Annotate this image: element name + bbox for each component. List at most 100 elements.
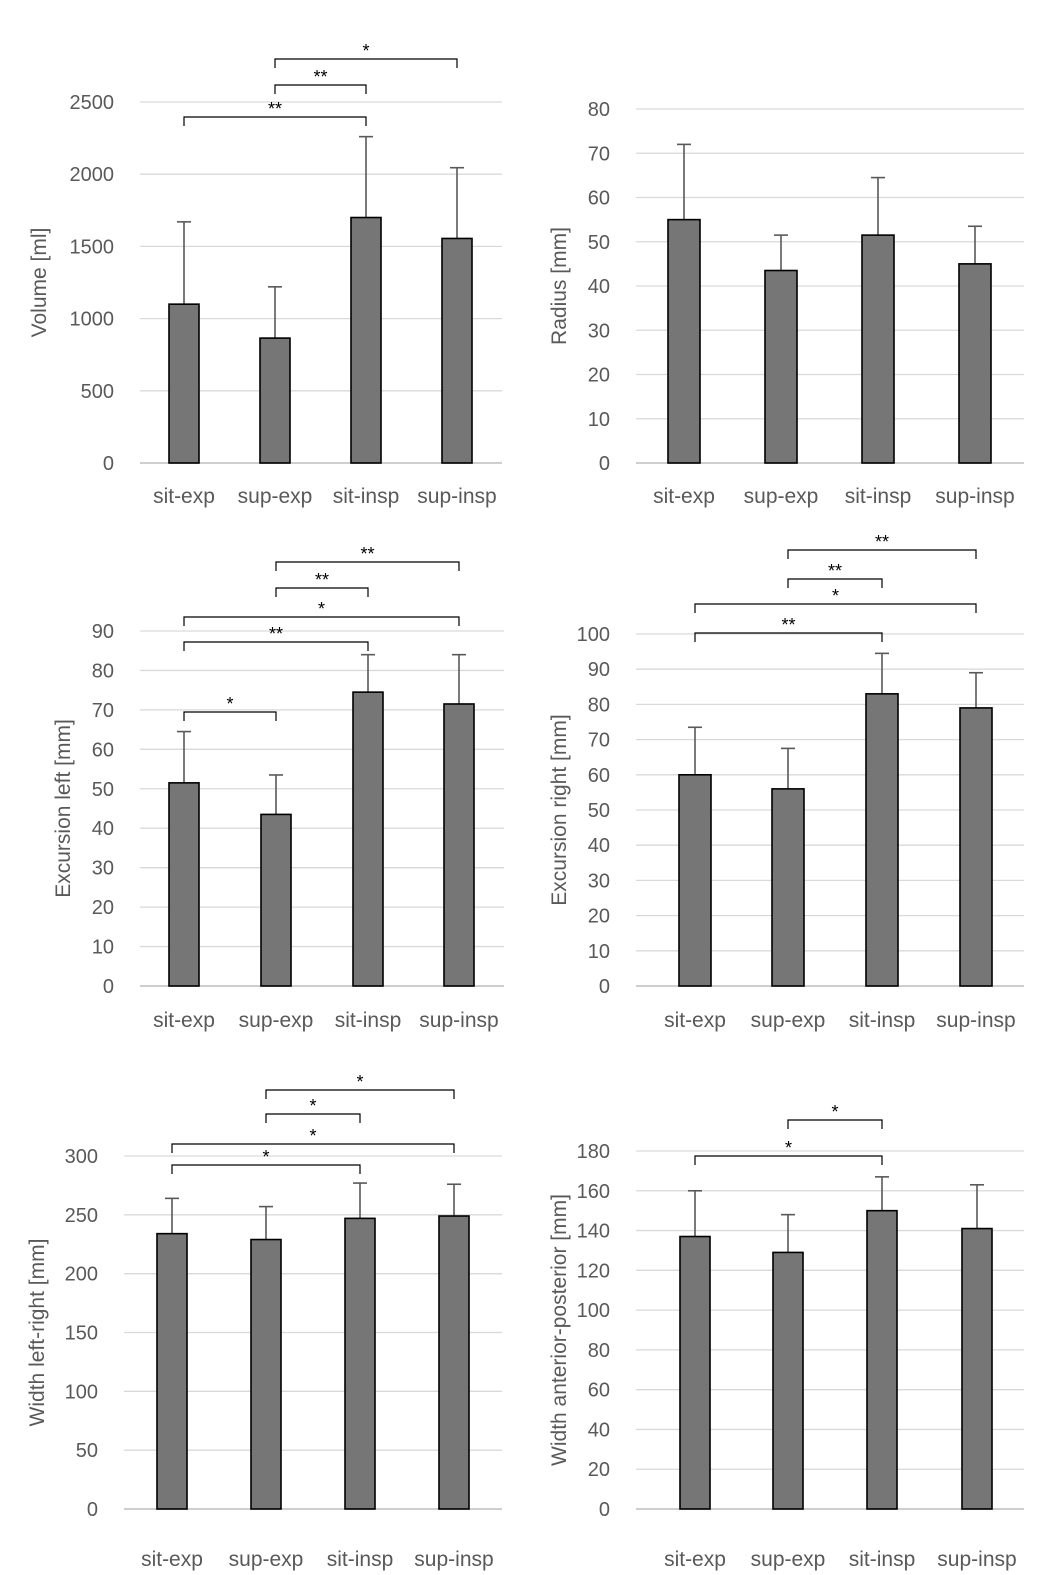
chart-panel-6: 0 20 40 60 80 100 120 140 160 180 Width anterior-p… <box>548 1102 1024 1571</box>
significance-marker: ** <box>269 624 283 644</box>
y-tick-label: 50 <box>92 779 114 801</box>
y-tick-label: 160 <box>577 1181 610 1203</box>
bar-sup-insp <box>958 263 992 464</box>
y-tick-label: 20 <box>92 897 114 919</box>
y-tick-label: 60 <box>92 739 114 761</box>
significance-bracket <box>787 549 977 559</box>
significance-marker: * <box>309 1096 316 1116</box>
significance-bracket <box>787 1119 883 1129</box>
x-tick-label: sit-insp <box>845 485 912 508</box>
significance-bracket <box>275 587 369 597</box>
y-tick-label: 300 <box>65 1146 98 1168</box>
bar-sup-insp <box>959 707 993 987</box>
x-tick-label: sup-insp <box>417 485 496 508</box>
y-tick-label: 60 <box>588 188 610 210</box>
significance-marker: * <box>309 1126 316 1146</box>
bar-sit-exp <box>678 773 712 987</box>
significance-marker: * <box>785 1138 792 1158</box>
y-tick-label: 30 <box>92 858 114 880</box>
y-tick-label: 50 <box>588 800 610 822</box>
y-tick-label: 0 <box>103 453 114 475</box>
y-tick-label: 0 <box>599 453 610 475</box>
bar-sup-exp <box>260 813 292 987</box>
y-tick-label: 20 <box>588 365 610 387</box>
x-tick-label: sup-exp <box>744 485 819 508</box>
significance-marker: * <box>362 41 369 61</box>
y-tick-label: 70 <box>92 700 114 722</box>
y-tick-label: 0 <box>87 1499 98 1521</box>
y-tick-label: 50 <box>76 1440 98 1462</box>
significance-marker: ** <box>313 67 327 87</box>
significance-marker: * <box>262 1147 269 1167</box>
significance-bracket <box>171 1164 361 1174</box>
y-tick-label: 200 <box>65 1264 98 1286</box>
y-tick-label: 120 <box>577 1260 610 1282</box>
y-tick-label: 30 <box>588 320 610 342</box>
y-tick-label: 20 <box>588 1459 610 1481</box>
y-tick-label: 2000 <box>70 164 115 186</box>
y-tick-label: 150 <box>65 1323 98 1345</box>
y-axis-label: Width anterior-posterior [mm] <box>548 1194 571 1466</box>
y-tick-label: 80 <box>588 99 610 121</box>
y-tick-label: 10 <box>588 409 610 431</box>
x-tick-label: sit-insp <box>335 1009 402 1032</box>
x-tick-label: sit-exp <box>153 1009 215 1032</box>
bar-sup-exp <box>250 1238 282 1510</box>
y-tick-label: 250 <box>65 1205 98 1227</box>
x-tick-label: sup-exp <box>239 1009 314 1032</box>
significance-bracket <box>694 603 977 613</box>
x-tick-label: sup-insp <box>414 1548 493 1571</box>
bar-sup-exp <box>771 788 805 987</box>
significance-marker: * <box>318 599 325 619</box>
y-tick-label: 90 <box>92 621 114 643</box>
chart-panel-2: 0 10 20 30 40 50 60 70 80 Radius [mm] sit-exp sup-e… <box>548 99 1024 508</box>
y-tick-label: 10 <box>92 937 114 959</box>
significance-bracket <box>183 711 277 721</box>
x-tick-label: sit-insp <box>849 1548 916 1571</box>
significance-marker: ** <box>828 561 842 581</box>
x-tick-label: sit-insp <box>327 1548 394 1571</box>
significance-bracket <box>265 1089 455 1099</box>
x-tick-label: sup-insp <box>936 1009 1015 1032</box>
y-tick-label: 180 <box>577 1141 610 1163</box>
significance-bracket <box>694 632 883 642</box>
y-tick-label: 40 <box>588 835 610 857</box>
y-tick-label: 10 <box>588 941 610 963</box>
y-tick-label: 100 <box>577 624 610 646</box>
bar-sup-exp <box>259 337 291 464</box>
chart-panel-5: 0 50 100 150 200 250 300 Width left-right [mm] s… <box>26 1072 502 1571</box>
y-tick-label: 100 <box>65 1381 98 1403</box>
bar-sit-exp <box>679 1235 711 1510</box>
y-tick-label: 50 <box>588 232 610 254</box>
bar-sit-exp <box>156 1232 188 1510</box>
y-tick-label: 90 <box>588 659 610 681</box>
y-tick-label: 2500 <box>70 92 115 114</box>
y-axis-label: Excursion right [mm] <box>548 714 571 905</box>
significance-bracket <box>183 641 369 651</box>
significance-bracket <box>274 58 458 68</box>
y-axis-label: Volume [ml] <box>28 228 51 338</box>
significance-marker: * <box>356 1072 363 1092</box>
y-tick-label: 0 <box>599 976 610 998</box>
significance-bracket <box>183 116 367 126</box>
chart-panel-1: 0 500 1000 1500 2000 2500 Volume [ml] sit-exp su… <box>28 41 502 508</box>
x-tick-label: sit-insp <box>333 485 400 508</box>
y-axis-label: Radius [mm] <box>548 227 571 345</box>
y-tick-label: 140 <box>577 1221 610 1243</box>
y-tick-label: 500 <box>81 381 114 403</box>
significance-bracket <box>787 578 883 588</box>
significance-marker: ** <box>781 615 795 635</box>
significance-marker: * <box>226 694 233 714</box>
bar-sit-insp <box>865 693 899 987</box>
significance-marker: * <box>832 586 839 606</box>
y-tick-label: 30 <box>588 870 610 892</box>
bar-sit-insp <box>352 691 384 987</box>
significance-marker: ** <box>315 570 329 590</box>
bar-sit-exp <box>667 218 701 464</box>
significance-bracket <box>694 1155 883 1165</box>
x-tick-label: sit-exp <box>653 485 715 508</box>
bar-sup-insp <box>438 1215 470 1510</box>
x-tick-label: sit-exp <box>153 485 215 508</box>
bar-sup-insp <box>443 703 475 987</box>
significance-marker: * <box>831 1102 838 1122</box>
